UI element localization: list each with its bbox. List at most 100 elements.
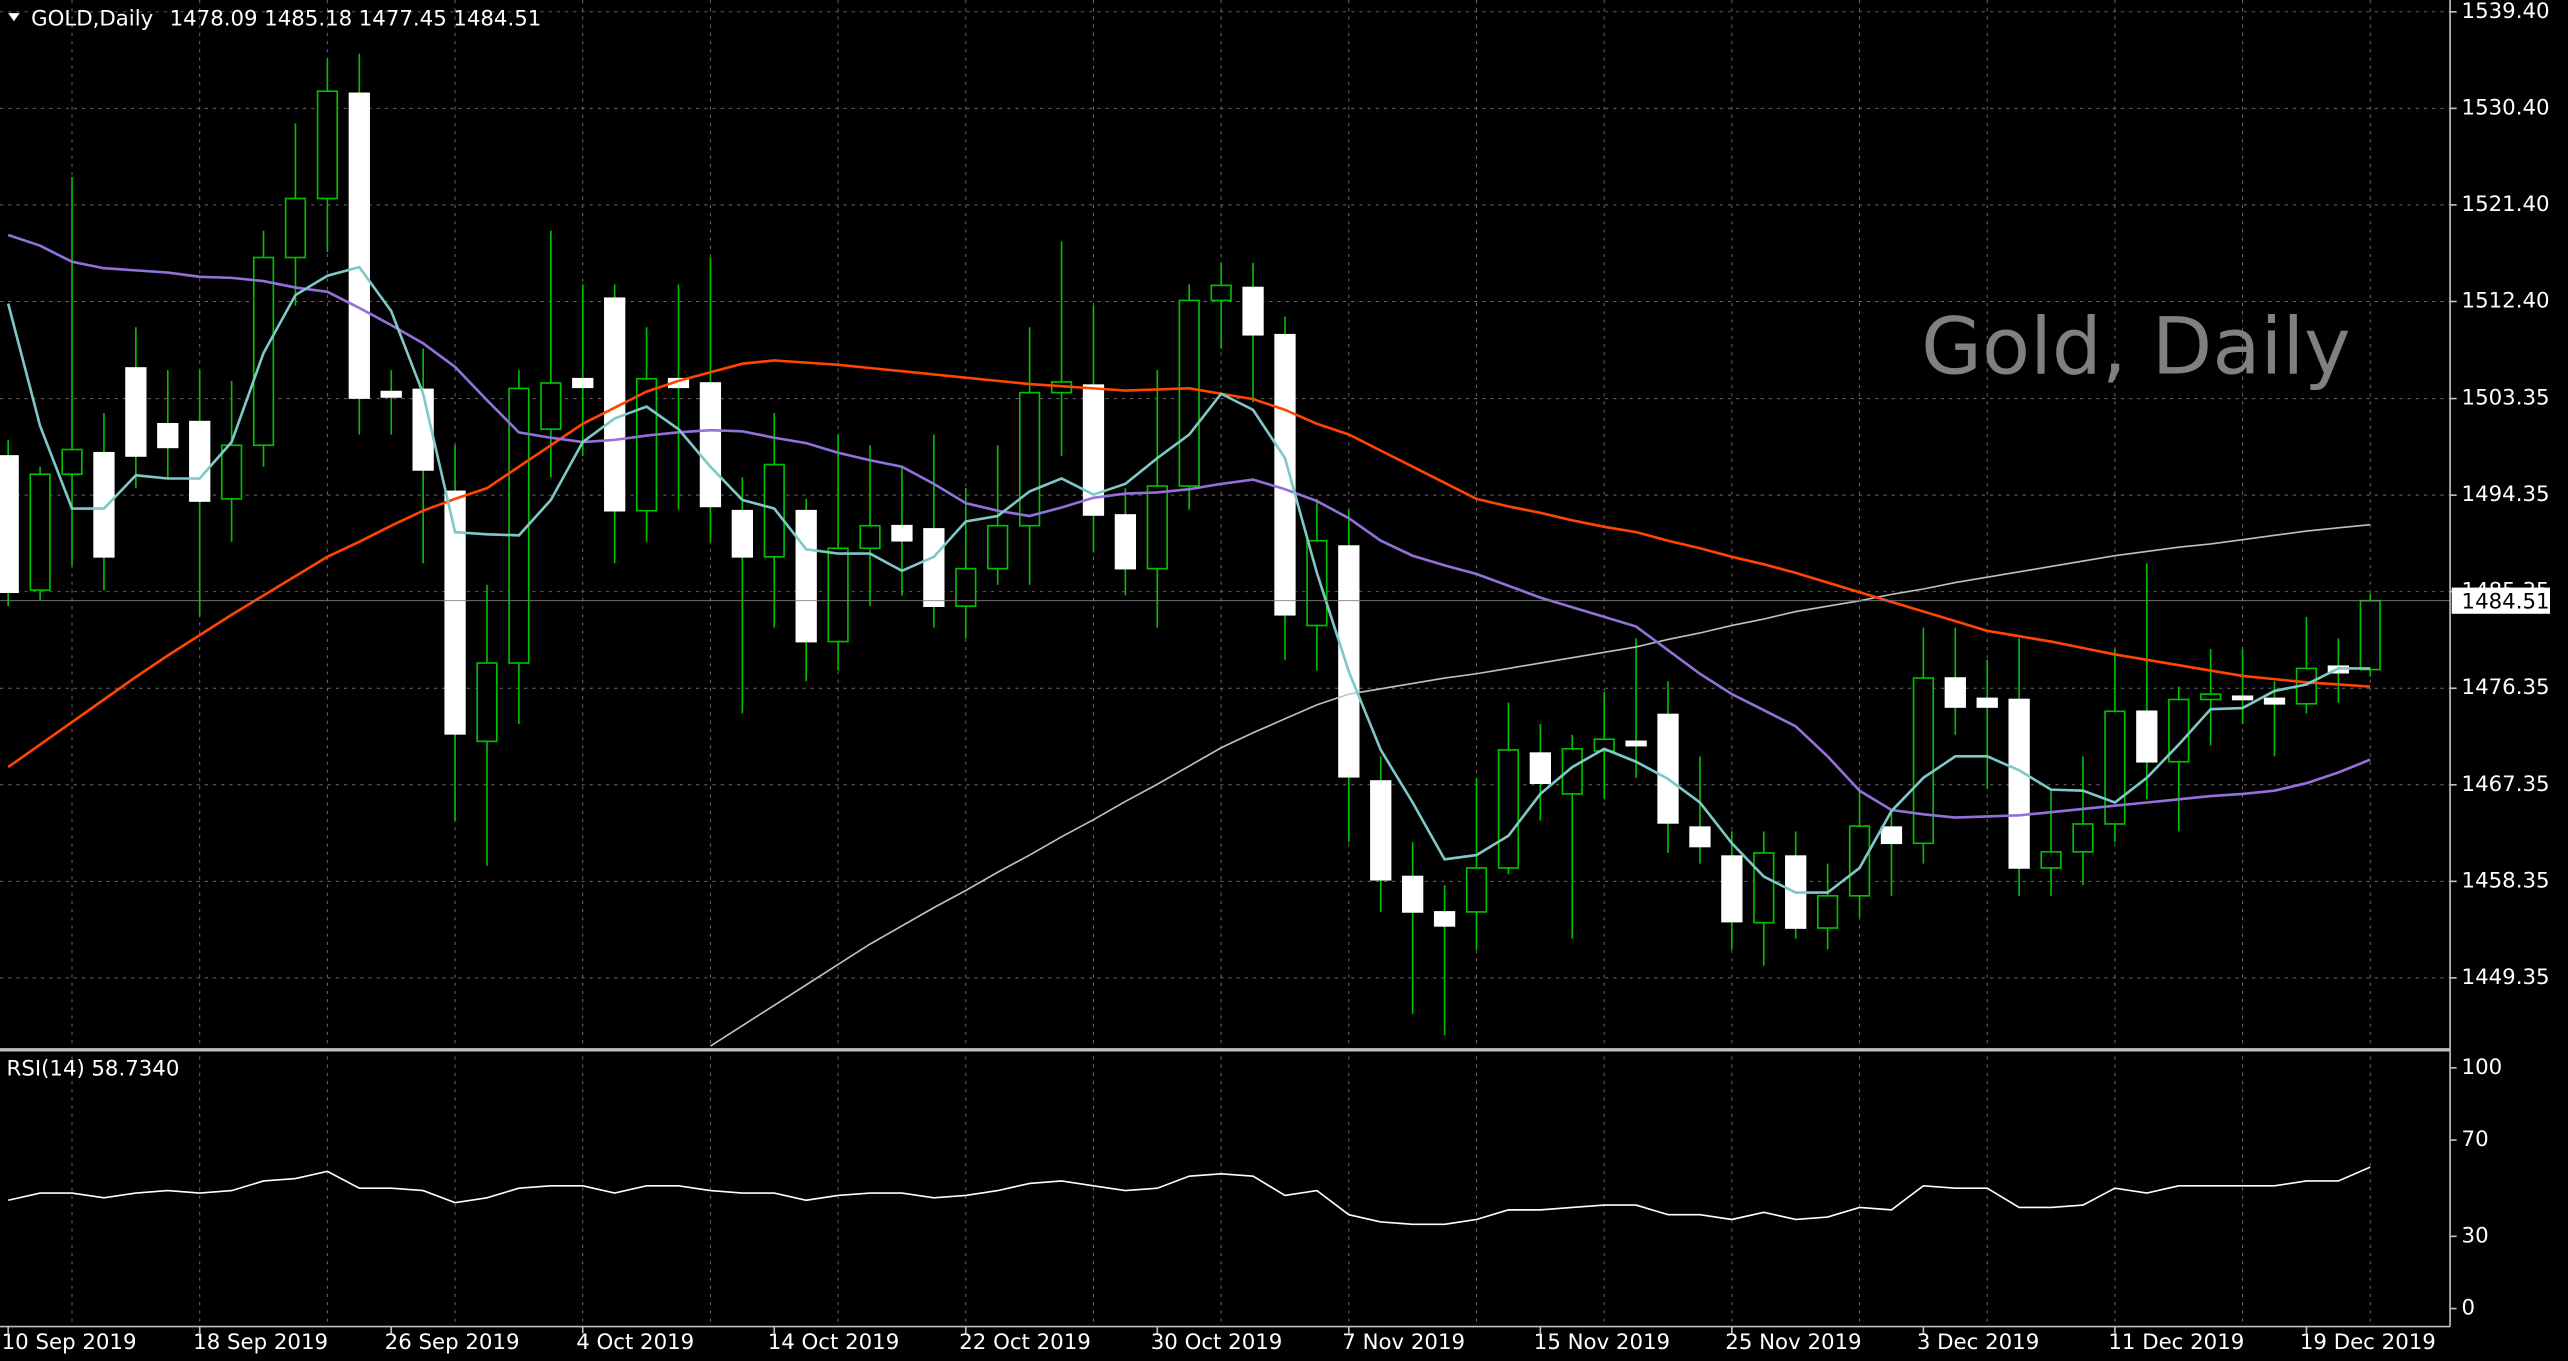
candle-body bbox=[2200, 693, 2222, 701]
candle-body bbox=[1689, 826, 1711, 848]
x-tick-label: 25 Nov 2019 bbox=[1725, 1330, 1861, 1355]
header-high: 1485.18 bbox=[264, 7, 352, 32]
x-tick-label: 11 Dec 2019 bbox=[2108, 1330, 2244, 1355]
candle-body bbox=[1880, 826, 1903, 845]
candle-body bbox=[1433, 911, 1456, 927]
y-tick-label: 1449.35 bbox=[2462, 965, 2550, 990]
x-tick-label: 19 Dec 2019 bbox=[2300, 1330, 2436, 1355]
header-triangle bbox=[8, 13, 20, 22]
candle-body bbox=[1976, 697, 1998, 708]
rsi-panel bbox=[8, 1166, 2371, 1226]
candle-body bbox=[1114, 514, 1137, 570]
x-tick-label: 18 Sep 2019 bbox=[193, 1330, 328, 1355]
line-series bbox=[8, 1166, 2371, 1226]
y-tick-label: 1476.35 bbox=[2462, 675, 2550, 700]
candle-body bbox=[1146, 485, 1168, 570]
rsi-header: RSI(14) 58.7340 bbox=[7, 1056, 180, 1081]
candle-body bbox=[2136, 710, 2158, 763]
candle-body bbox=[987, 524, 1009, 570]
candle-body bbox=[412, 388, 434, 471]
x-tick-label: 14 Oct 2019 bbox=[768, 1330, 900, 1355]
candle-body bbox=[284, 197, 307, 259]
candle-body bbox=[1018, 391, 1041, 527]
y-tick-label: 0 bbox=[2462, 1296, 2476, 1321]
candle-body bbox=[1593, 738, 1615, 752]
candle-body bbox=[923, 528, 945, 607]
y-tick-label: 1530.40 bbox=[2462, 95, 2550, 120]
candle-body bbox=[859, 524, 881, 550]
candle-body bbox=[1242, 286, 1264, 336]
candle-body bbox=[476, 662, 498, 743]
candle-body bbox=[1306, 539, 1328, 627]
candle-body bbox=[380, 390, 402, 398]
candle-body bbox=[444, 490, 466, 735]
candle-body bbox=[731, 509, 753, 558]
y-tick-label: 30 bbox=[2462, 1223, 2489, 1248]
current-price-box bbox=[2451, 587, 2550, 614]
y-tick-label: 70 bbox=[2462, 1127, 2489, 1152]
candle-body bbox=[2359, 599, 2381, 671]
candle-body bbox=[1657, 713, 1679, 824]
candle-body bbox=[1210, 284, 1232, 302]
x-tick-label: 10 Sep 2019 bbox=[2, 1330, 137, 1355]
candle-body bbox=[2168, 698, 2190, 763]
header-open: 1478.09 bbox=[170, 7, 258, 32]
y-tick-label: 1539.40 bbox=[2462, 0, 2550, 24]
candle-body bbox=[1402, 875, 1424, 913]
candle-body bbox=[1370, 780, 1392, 881]
candle-body bbox=[1816, 895, 1839, 929]
x-tick-label: 26 Sep 2019 bbox=[385, 1330, 520, 1355]
candle-body bbox=[891, 524, 913, 542]
candle-body bbox=[699, 382, 722, 508]
candle-body bbox=[635, 377, 658, 512]
candle-body bbox=[93, 451, 115, 558]
candle-body bbox=[1529, 752, 1551, 785]
candle-body bbox=[348, 92, 370, 399]
line-series bbox=[6, 265, 2371, 894]
candle-body bbox=[1912, 677, 1935, 845]
candle-body bbox=[61, 448, 83, 476]
x-tick-label: 30 Oct 2019 bbox=[1151, 1330, 1283, 1355]
candle-body bbox=[1082, 384, 1105, 516]
candle-body bbox=[572, 377, 594, 389]
candle-body bbox=[2008, 698, 2030, 869]
y-tick-label: 100 bbox=[2462, 1055, 2503, 1080]
candle-body bbox=[1721, 855, 1743, 923]
header-low: 1477.45 bbox=[359, 7, 447, 32]
header-close: 1484.51 bbox=[453, 7, 541, 32]
candle-body bbox=[2104, 710, 2126, 825]
rsi-reading: 58.7340 bbox=[91, 1056, 179, 1081]
y-tick-label: 1494.35 bbox=[2462, 482, 2550, 507]
candle-body bbox=[1178, 299, 1200, 487]
watermark: Gold, Daily bbox=[1921, 301, 2351, 393]
y-tick-label: 1503.35 bbox=[2462, 386, 2550, 411]
candle-body bbox=[763, 463, 785, 558]
x-tick-label: 3 Dec 2019 bbox=[1917, 1330, 2039, 1355]
candle-body bbox=[1497, 749, 1520, 869]
candle-body bbox=[1561, 748, 1583, 795]
y-tick-label: 1467.35 bbox=[2462, 772, 2550, 797]
candle-body bbox=[1753, 852, 1775, 924]
chart-header: GOLD,Daily 1478.09 1485.18 1477.45 1484.51 bbox=[31, 7, 541, 32]
candle-body bbox=[220, 444, 243, 500]
candle-body bbox=[189, 420, 211, 502]
candle-body bbox=[955, 567, 977, 607]
candle-body bbox=[2072, 823, 2094, 853]
candle-body bbox=[125, 367, 147, 457]
y-tick-label: 1521.40 bbox=[2462, 192, 2550, 217]
candle-body bbox=[2231, 695, 2254, 701]
candle-body bbox=[1848, 825, 1871, 897]
candle-body bbox=[508, 387, 530, 664]
candle-body bbox=[1274, 333, 1296, 616]
x-tick-label: 22 Oct 2019 bbox=[959, 1330, 1091, 1355]
candle-body bbox=[29, 473, 51, 591]
x-tick-label: 4 Oct 2019 bbox=[576, 1330, 694, 1355]
x-tick-label: 7 Nov 2019 bbox=[1342, 1330, 1465, 1355]
current-price-label: 1484.51 bbox=[2462, 589, 2550, 614]
candle-body bbox=[604, 297, 626, 512]
candle-body bbox=[157, 422, 179, 449]
x-tick-label: 15 Nov 2019 bbox=[1534, 1330, 1670, 1355]
